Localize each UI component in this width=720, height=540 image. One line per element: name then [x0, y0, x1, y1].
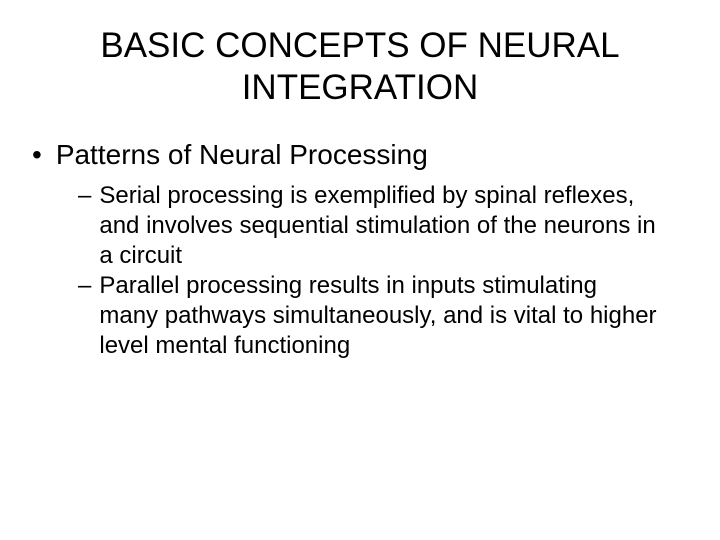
dash-marker-icon: –	[78, 271, 91, 301]
sub-bullet-item: – Parallel processing results in inputs …	[78, 271, 660, 361]
sub-bullet-item: – Serial processing is exemplified by sp…	[78, 181, 660, 271]
sub-bullet-text: Parallel processing results in inputs st…	[99, 271, 660, 361]
main-bullet-text: Patterns of Neural Processing	[56, 137, 428, 173]
slide-title: BASIC CONCEPTS OF NEURAL INTEGRATION	[30, 25, 690, 109]
bullet-marker-icon: •	[32, 137, 42, 173]
sub-bullet-text: Serial processing is exemplified by spin…	[99, 181, 660, 271]
dash-marker-icon: –	[78, 181, 91, 211]
main-bullet-item: • Patterns of Neural Processing	[32, 137, 690, 173]
